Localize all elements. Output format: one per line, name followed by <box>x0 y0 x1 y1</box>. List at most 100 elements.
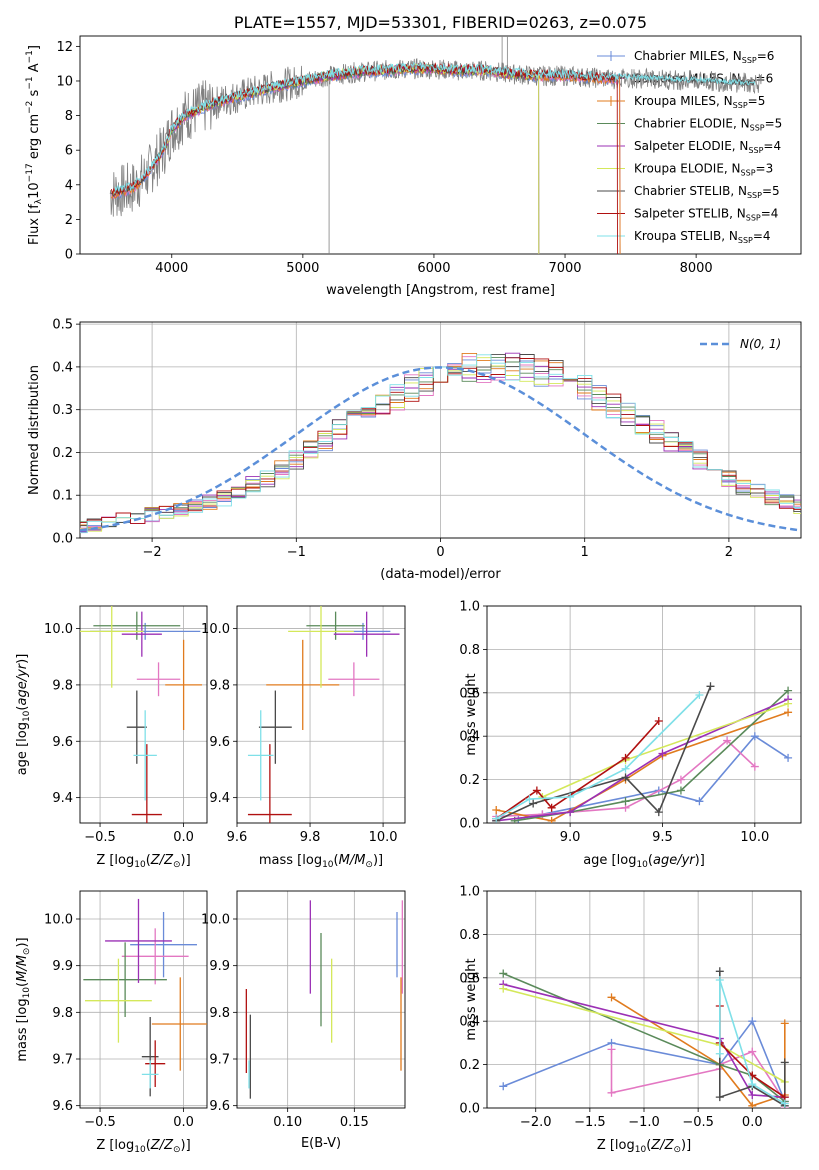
label-part: ( <box>15 982 30 987</box>
weight-point-chabrier_miles <box>695 797 704 806</box>
plot-area-z_age <box>80 606 202 823</box>
weight-point-kroupa_stelib <box>715 975 724 984</box>
weight-point-salpeter_elodie <box>658 749 667 758</box>
label-part: ( <box>15 706 30 711</box>
label-part: )] <box>181 853 191 868</box>
legend-label-sub: SSP <box>746 214 761 223</box>
y-tick-label: 9.6 <box>209 1099 230 1114</box>
label-part: age [log <box>583 853 636 868</box>
legend-label-n: =6 <box>757 49 775 63</box>
label-part: ⊙ <box>22 948 32 956</box>
legend-label-n: =5 <box>748 94 766 108</box>
weight-point-kroupa_elodie <box>784 699 793 708</box>
y-tick-label: 9.9 <box>52 959 73 974</box>
weight-line-kroupa_stelib <box>719 979 786 1105</box>
label-part: Z/Z <box>650 1138 674 1153</box>
weight-line-salpeter_miles <box>496 739 756 818</box>
weight-point-chabrier_stelib <box>529 799 538 808</box>
y-tick-label: 0.0 <box>459 1102 480 1117</box>
weight-point-kroupa_miles <box>784 708 793 717</box>
y-label-part: A <box>27 63 42 76</box>
y-tick-label: 0.2 <box>52 446 73 461</box>
y-tick-label: 0.0 <box>459 817 480 832</box>
legend-label-salpeter_stelib: Salpeter STELIB, NSSP=4 <box>634 207 778 223</box>
errorbar-salpeter_miles <box>328 662 380 697</box>
errorbar-kroupa_miles <box>165 639 202 730</box>
legend-label-chabrier_miles: Chabrier MILES, NSSP=6 <box>634 49 774 65</box>
label-part: ⊙ <box>673 1145 681 1155</box>
errorbar-chabrier_stelib <box>126 690 147 764</box>
label-part: ( <box>334 853 339 868</box>
legend-label-sub: SSP <box>750 124 765 133</box>
legend-label-kroupa_miles: Kroupa MILES, NSSP=5 <box>634 94 765 110</box>
y-tick-label: 10.0 <box>201 913 230 928</box>
plot-area-ebv_mass <box>245 900 403 1099</box>
legend-label-text: Chabrier ELODIE, N <box>634 117 750 131</box>
y-label-part: erg cm <box>27 114 42 163</box>
y-axis-label: Normed distribution <box>27 365 42 495</box>
x-axis-label: wavelength [Angstrom, rest frame] <box>326 283 555 298</box>
x-tick-label: 10.0 <box>369 830 398 845</box>
y-tick-label: 0.1 <box>52 489 73 504</box>
weight-point-kroupa_miles <box>780 1019 789 1028</box>
y-tick-label: 1.0 <box>459 885 480 900</box>
x-tick-label: −0.5 <box>84 1115 116 1130</box>
model-line-chabrier_miles <box>111 66 621 254</box>
axes-ebv_mass: 0.10 0.15 9.6 9.7 9.8 9.9 10.0 E(B-V) <box>201 890 406 1151</box>
axes-frame <box>486 890 802 1109</box>
y-tick-label: 0.5 <box>52 318 73 333</box>
axes-z_age: −0.5 0.09.49.69.810.0Z [log10(Z/Z⊙)]age [… <box>15 605 208 870</box>
errorbar-kroupa_elodie <box>80 606 144 688</box>
y-label-sup: −17 <box>25 163 35 182</box>
errorbar-kroupa_elodie <box>288 606 354 688</box>
legend-label-normal: N(0, 1) <box>740 337 781 351</box>
axes-z_mass: −0.5 0.09.69.79.89.910.0Z [log10(Z/Z⊙)]ma… <box>15 890 208 1155</box>
label-part: ⊙ <box>173 1145 181 1155</box>
weight-point-salpeter_miles <box>607 1088 616 1097</box>
legend-label-chabrier_elodie: Chabrier ELODIE, NSSP=5 <box>634 117 782 133</box>
weight-point-chabrier_elodie <box>621 797 630 806</box>
x-axis-label: Z [log10(Z/Z⊙)] <box>597 1138 691 1155</box>
weight-point-chabrier_stelib <box>621 773 630 782</box>
errorbar-salpeter_elodie <box>121 611 162 657</box>
label-part: )] <box>15 654 30 664</box>
weight-point-salpeter_miles <box>676 775 685 784</box>
legend-label-chabrier_stelib: Chabrier STELIB, NSSP=5 <box>634 184 780 200</box>
weight-line-chabrier_elodie <box>502 972 786 1103</box>
label-part: 10 <box>635 1145 647 1155</box>
legend-label-sub: SSP <box>748 146 763 155</box>
y-tick-label: 0.2 <box>459 1058 480 1073</box>
label-part: 10 <box>22 710 32 722</box>
x-tick-label: 8000 <box>680 261 713 276</box>
legend-label-text: Kroupa STELIB, N <box>634 229 738 243</box>
plot-area-residuals <box>80 352 801 534</box>
legend-label-text: Chabrier MILES, N <box>634 49 742 63</box>
label-part: Z/Z <box>150 853 174 868</box>
label-part: )] <box>681 1138 691 1153</box>
axes-z_weight: −2.0 −1.5 −1.0 −0.5 0.0 0.0 0.2 0.4 0.6 0.8 1.0 Z [… <box>459 885 802 1155</box>
label-part: )] <box>181 1138 191 1153</box>
weight-point-kroupa_stelib <box>780 1099 789 1108</box>
errorbar-salpeter_miles <box>121 928 189 985</box>
x-tick-label: −0.5 <box>682 1115 714 1130</box>
errorbar-kroupa_stelib <box>247 710 274 801</box>
y-tick-label: 9.6 <box>209 735 230 750</box>
errorbar-kroupa_elodie <box>85 958 152 1043</box>
x-tick-label: −2 <box>143 545 162 560</box>
legend-label-sub: SSP <box>742 56 757 65</box>
weight-point-kroupa_stelib <box>715 1049 724 1058</box>
plot-area-mass_age <box>247 606 400 823</box>
x-tick-label: 10.0 <box>740 830 769 845</box>
weight-point-chabrier_elodie <box>784 686 793 695</box>
x-tick-label: 7000 <box>548 261 581 276</box>
y-tick-label: 9.4 <box>209 791 230 806</box>
weight-point-kroupa_miles <box>748 1101 757 1108</box>
errorbar-kroupa_miles <box>151 977 207 1071</box>
errorbar-kroupa_stelib <box>141 1060 159 1089</box>
weight-point-kroupa_stelib <box>492 814 501 823</box>
label-part: ⊙ <box>365 860 373 870</box>
x-tick-label: 9.0 <box>560 830 581 845</box>
weight-point-kroupa_miles <box>492 805 501 814</box>
legend-label-text: Kroupa ELODIE, N <box>634 162 741 176</box>
axes-age_weight: 9.0 9.5 10.0 0.0 0.2 0.4 0.6 0.8 1.0 age [log10(a… <box>459 600 802 870</box>
